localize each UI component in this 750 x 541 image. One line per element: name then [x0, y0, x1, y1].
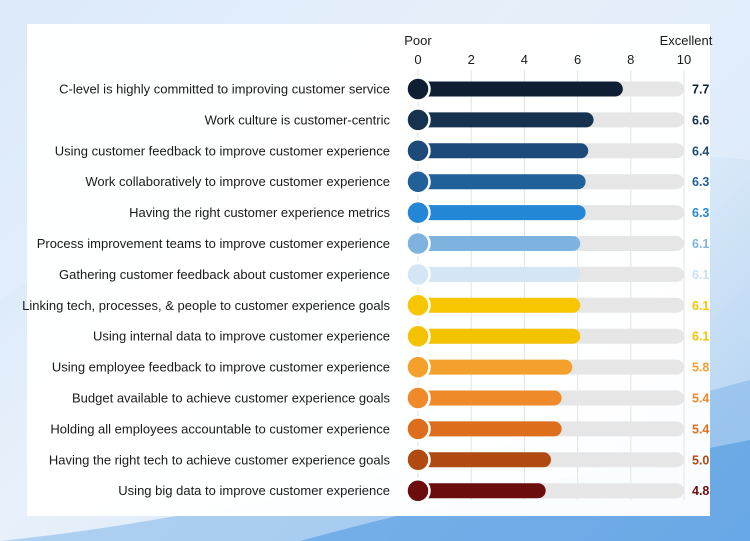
bar [418, 359, 573, 375]
category-label: Work collaboratively to improve customer… [85, 174, 390, 189]
bar [418, 205, 586, 221]
category-label: Using employee feedback to improve custo… [52, 360, 390, 375]
bar [418, 483, 546, 499]
category-label: Using customer feedback to improve custo… [55, 143, 390, 158]
value-label: 4.8 [692, 484, 709, 498]
bar [418, 236, 581, 251]
x-tick-label: 0 [414, 52, 421, 67]
value-label: 6.4 [692, 144, 709, 158]
x-tick-label: 2 [468, 52, 475, 67]
bar-start-dot [405, 292, 431, 319]
category-label: Gathering customer feedback about custom… [59, 267, 390, 282]
bar [418, 112, 594, 128]
bar [418, 297, 581, 313]
value-label: 6.1 [692, 268, 709, 282]
bar-start-dot [405, 107, 431, 133]
bar [418, 81, 623, 97]
value-label: 6.3 [692, 175, 709, 189]
value-label: 6.1 [692, 237, 709, 251]
x-tick-label: 8 [627, 52, 634, 67]
value-label: 6.3 [692, 206, 709, 220]
bar-start-dot [405, 477, 431, 504]
x-tick-label: 6 [574, 52, 581, 67]
bar-start-dot [405, 199, 431, 226]
axis-max-label: Excellent [660, 33, 713, 48]
bar-start-dot [405, 385, 431, 411]
category-label: Linking tech, processes, & people to cus… [22, 298, 390, 313]
bar [418, 328, 581, 344]
value-label: 5.8 [692, 361, 709, 375]
value-label: 5.4 [692, 422, 709, 436]
value-label: 7.7 [692, 83, 709, 97]
x-tick-label: 4 [521, 52, 528, 67]
bar [418, 266, 581, 282]
category-label: C-level is highly committed to improving… [59, 82, 390, 97]
bar-start-dot [405, 138, 431, 164]
category-label: Budget available to achieve customer exp… [72, 391, 390, 406]
category-label: Holding all employees accountable to cus… [50, 421, 390, 436]
bar [418, 390, 562, 406]
bar-start-dot [405, 354, 431, 380]
bar-start-dot [405, 230, 431, 257]
bar [418, 421, 562, 437]
value-label: 5.0 [692, 453, 709, 467]
bar-start-dot [405, 447, 431, 473]
value-label: 5.4 [692, 392, 709, 406]
category-label: Work culture is customer-centric [205, 112, 391, 127]
axis-min-label: Poor [404, 33, 432, 48]
category-label: Process improvement teams to improve cus… [37, 236, 390, 251]
category-label: Having the right tech to achieve custome… [49, 452, 391, 467]
category-label: Using big data to improve customer exper… [118, 483, 390, 498]
bar-start-dot [405, 416, 431, 442]
bar [418, 174, 586, 190]
value-label: 6.1 [692, 330, 709, 344]
bar-start-dot [405, 76, 431, 102]
bar [418, 452, 551, 468]
x-tick-label: 10 [677, 52, 691, 67]
bar [418, 143, 589, 159]
category-label: Using internal data to improve customer … [93, 329, 390, 344]
value-label: 6.1 [692, 299, 709, 313]
bar-start-dot [405, 323, 431, 349]
category-label: Having the right customer experience met… [129, 205, 390, 220]
bar-start-dot [405, 168, 431, 195]
value-label: 6.6 [692, 113, 709, 127]
bar-start-dot [405, 261, 431, 288]
